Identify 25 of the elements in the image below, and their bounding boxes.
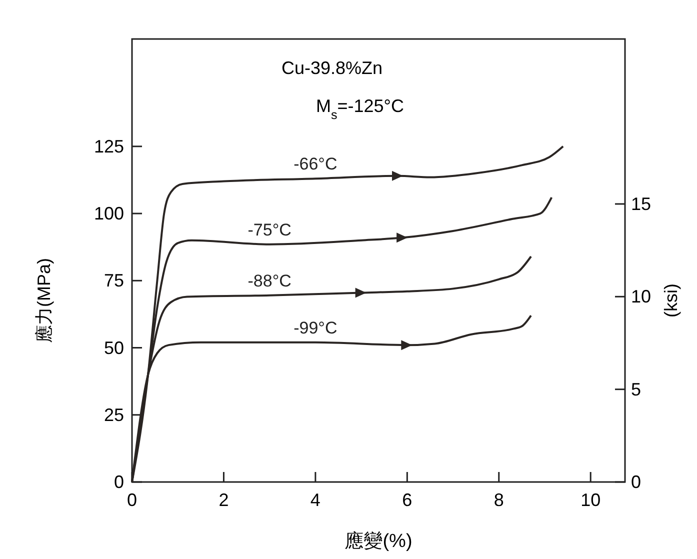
y2-axis-title: (ksi) [661,284,681,318]
y-tick-label: 125 [94,136,124,156]
x-tick-label: 4 [310,490,320,510]
series-label: -88°C [248,271,292,290]
x-tick-label: 6 [402,490,412,510]
y-tick-label: 100 [94,204,124,224]
series-label: -66°C [294,154,338,174]
y-tick-label: 75 [104,270,124,291]
annotation: Cu-39.8%Zn [281,58,383,78]
y2-tick-label: 5 [631,379,642,400]
y2-tick-label: 0 [631,472,642,492]
y-tick-label: 50 [104,338,124,358]
y-tick-label: 0 [114,472,124,492]
series-label: -75°C [248,220,292,240]
x-tick-label: 10 [580,490,601,510]
y2-tick-label: 15 [631,194,652,214]
y-axis-title: 應力(MPa) [34,258,54,343]
x-tick-label: 0 [126,490,138,510]
y2-tick-label: 10 [631,286,652,307]
series-label: -99°C [294,318,338,338]
annotation: M$_{s}$=-125°C [316,96,404,122]
y-tick-label: 25 [104,404,124,425]
x-axis-title: 應變(%) [344,530,412,552]
x-tick-label: 8 [494,490,504,510]
x-tick-label: 2 [218,490,229,510]
